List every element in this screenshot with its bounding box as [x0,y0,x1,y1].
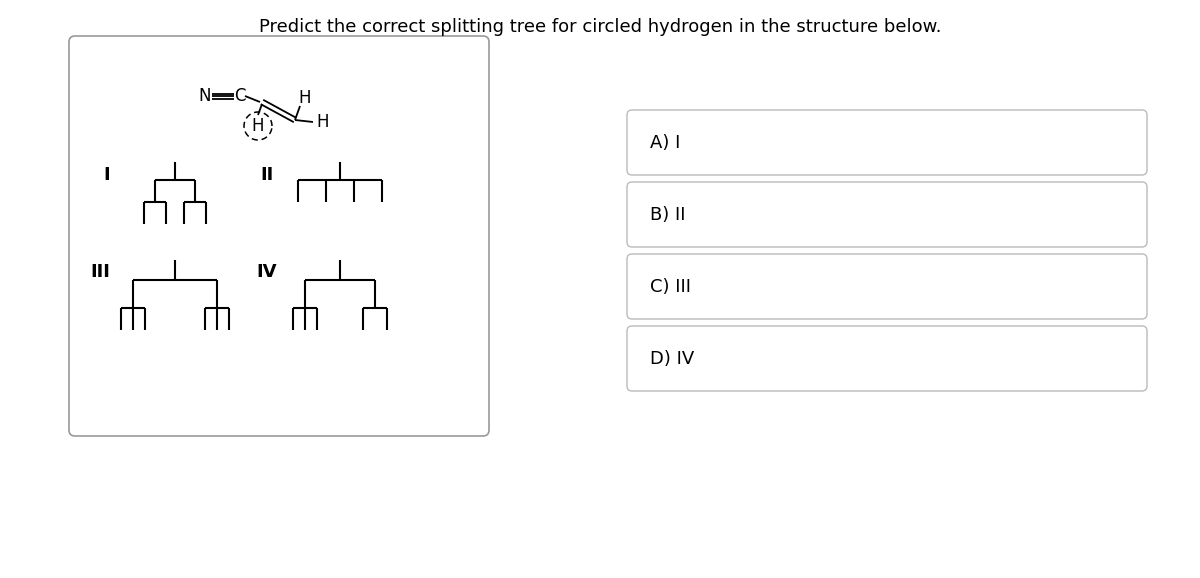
Text: N: N [199,87,211,105]
Text: Predict the correct splitting tree for circled hydrogen in the structure below.: Predict the correct splitting tree for c… [259,18,941,36]
FancyBboxPatch shape [628,182,1147,247]
Text: B) II: B) II [650,206,685,224]
Text: III: III [90,263,110,281]
Text: IV: IV [257,263,277,281]
Text: A) I: A) I [650,134,680,152]
Text: C) III: C) III [650,278,691,296]
Text: H: H [299,89,311,107]
FancyBboxPatch shape [628,254,1147,319]
FancyBboxPatch shape [628,326,1147,391]
Text: H: H [317,113,329,131]
Text: D) IV: D) IV [650,350,695,368]
Text: II: II [260,166,274,184]
Text: C: C [234,87,246,105]
FancyBboxPatch shape [70,36,490,436]
Text: H: H [252,117,264,135]
Text: I: I [103,166,110,184]
FancyBboxPatch shape [628,110,1147,175]
